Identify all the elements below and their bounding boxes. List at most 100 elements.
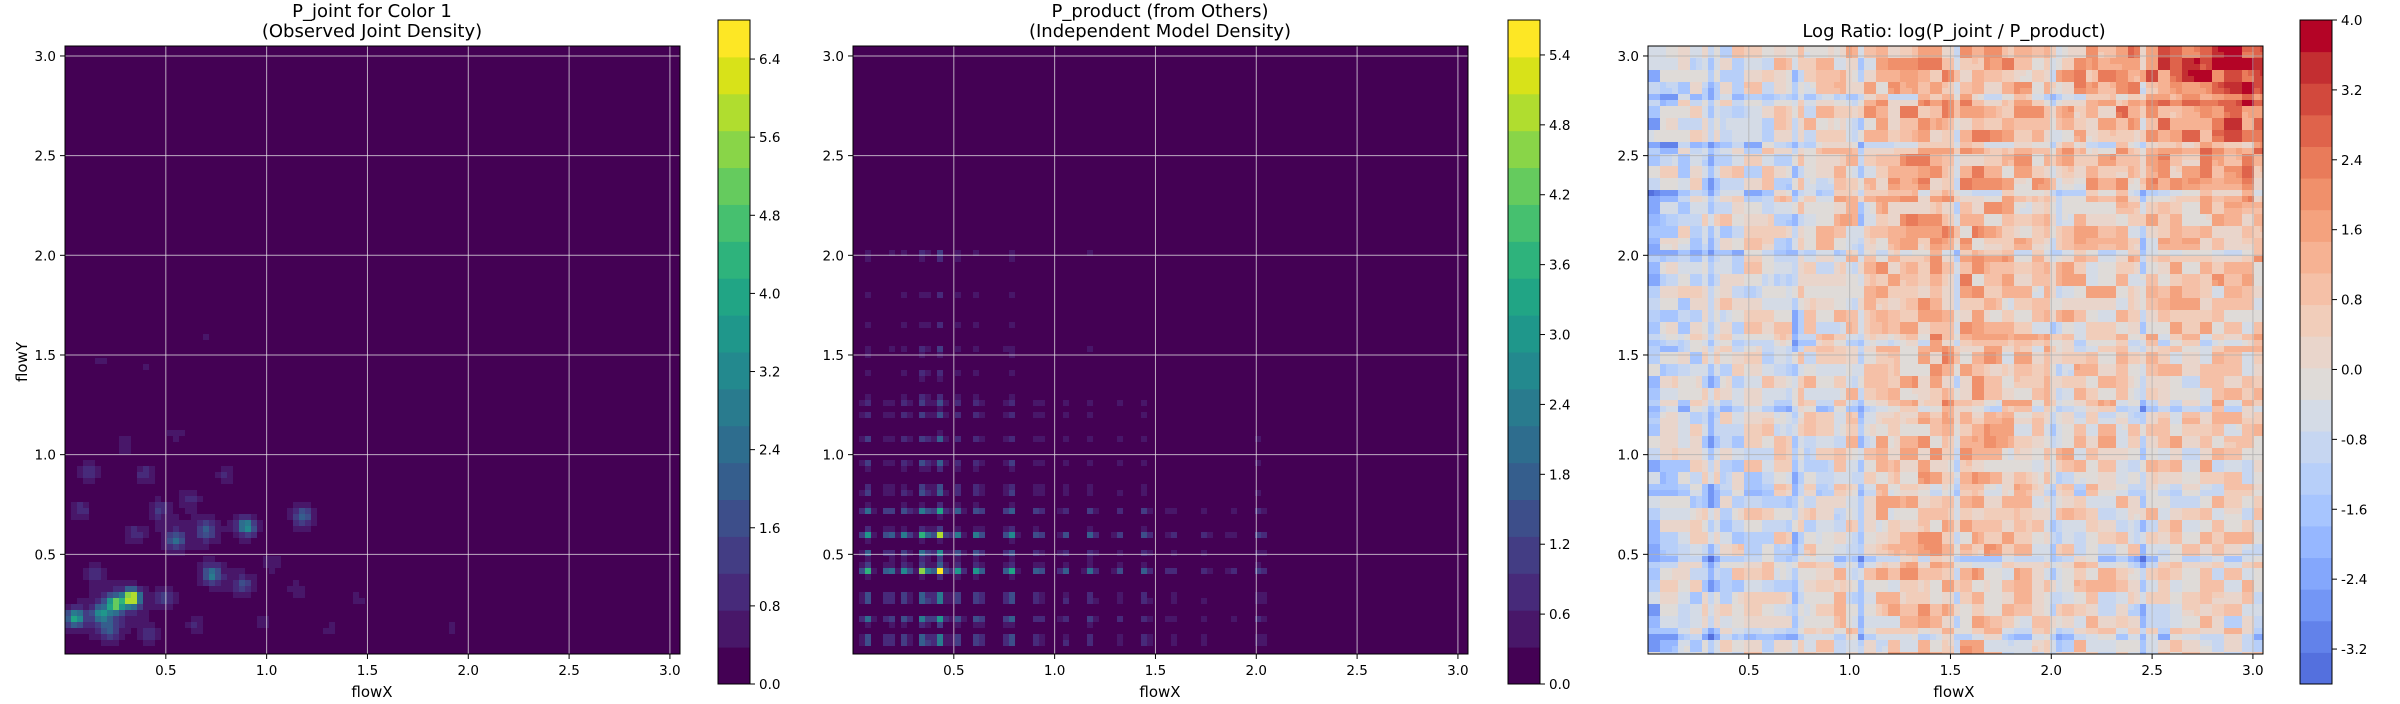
colorbar-level xyxy=(2300,463,2332,495)
colorbar: 0.00.81.62.43.24.04.85.66.4 xyxy=(718,20,780,693)
colorbar-tick-label: 2.4 xyxy=(2341,153,2362,169)
colorbar-level xyxy=(718,500,750,537)
y-tick-label: 2.5 xyxy=(823,149,844,165)
colorbar-tick-label: 3.0 xyxy=(1549,328,1570,344)
colorbar-tick-label: 0.6 xyxy=(1549,607,1570,623)
y-tick-label: 1.5 xyxy=(823,348,844,364)
colorbar-level xyxy=(1508,536,1540,573)
colorbar-tick-label: 2.4 xyxy=(1549,397,1570,413)
colorbar-level xyxy=(2300,241,2332,273)
x-tick-label: 1.5 xyxy=(1940,663,1961,679)
colorbar-level xyxy=(1508,57,1540,94)
colorbar-tick-label: -0.8 xyxy=(2341,432,2367,448)
x-tick-label: 0.5 xyxy=(943,663,964,679)
colorbar-tick-label: 0.8 xyxy=(2341,293,2362,309)
colorbar: -3.2-2.4-1.6-0.80.00.81.62.43.24.0 xyxy=(2300,13,2367,685)
colorbar-level xyxy=(1508,389,1540,426)
colorbar-level xyxy=(2300,336,2332,368)
colorbar-tick-label: 6.4 xyxy=(759,52,780,68)
colorbar-level xyxy=(2300,146,2332,178)
colorbar-level xyxy=(718,610,750,647)
colorbar-level xyxy=(2300,558,2332,590)
colorbar-level xyxy=(1508,610,1540,647)
x-tick-label: 1.0 xyxy=(1044,663,1065,679)
colorbar-level xyxy=(718,131,750,168)
y-tick-label: 1.0 xyxy=(823,448,844,464)
colorbar-level xyxy=(2300,589,2332,621)
x-tick-label: 2.0 xyxy=(458,663,479,679)
colorbar-level xyxy=(1508,647,1540,684)
colorbar-level xyxy=(2300,399,2332,431)
chart-subtitle: (Independent Model Density) xyxy=(1029,21,1291,42)
x-tick-label: 2.5 xyxy=(2141,663,2162,679)
chart-subtitle: (Observed Joint Density) xyxy=(262,21,482,42)
panel-joint-density: P_joint for Color 1 (Observed Joint Dens… xyxy=(13,1,780,700)
colorbar-level xyxy=(2300,273,2332,305)
colorbar-tick-label: 0.0 xyxy=(759,677,780,693)
colorbar-level xyxy=(718,57,750,94)
colorbar-level xyxy=(2300,52,2332,84)
colorbar-level xyxy=(718,463,750,500)
colorbar-tick-label: 1.6 xyxy=(759,521,780,537)
colorbar-tick-label: 4.0 xyxy=(759,286,780,302)
colorbar-level xyxy=(718,241,750,278)
colorbar-level xyxy=(1508,315,1540,352)
colorbar-level xyxy=(2300,178,2332,210)
colorbar-tick-label: 4.0 xyxy=(2341,13,2362,29)
y-tick-label: 3.0 xyxy=(1618,49,1639,65)
colorbar-tick-label: 3.2 xyxy=(759,365,780,381)
y-tick-label: 2.0 xyxy=(823,248,844,264)
colorbar-tick-label: 1.8 xyxy=(1549,467,1570,483)
density-field xyxy=(1648,46,2267,659)
colorbar-level xyxy=(1508,204,1540,241)
colorbar-level xyxy=(718,426,750,463)
density-field xyxy=(65,46,684,659)
colorbar-level xyxy=(718,278,750,315)
y-tick-label: 3.0 xyxy=(35,49,56,65)
y-tick-label: 2.5 xyxy=(35,149,56,165)
colorbar-tick-label: 3.6 xyxy=(1549,258,1570,274)
x-tick-label: 1.0 xyxy=(1839,663,1860,679)
colorbar-tick-label: 4.8 xyxy=(1549,118,1570,134)
colorbar-level xyxy=(718,94,750,131)
x-axis-label: flowX xyxy=(1139,683,1180,700)
colorbar-tick-label: -1.6 xyxy=(2341,502,2367,518)
y-axis-label: flowY xyxy=(13,341,31,382)
x-tick-label: 1.0 xyxy=(256,663,277,679)
panel-product-density: P_product (from Others) (Independent Mod… xyxy=(823,1,1571,700)
colorbar-tick-label: 4.2 xyxy=(1549,188,1570,204)
x-tick-label: 3.0 xyxy=(1447,663,1468,679)
x-tick-label: 2.5 xyxy=(558,663,579,679)
colorbar: 0.00.61.21.82.43.03.64.24.85.4 xyxy=(1508,20,1570,693)
colorbar-level xyxy=(718,20,750,57)
colorbar-level xyxy=(718,389,750,426)
colorbar-tick-label: 0.0 xyxy=(2341,362,2362,378)
colorbar-level xyxy=(718,352,750,389)
y-tick-label: 1.0 xyxy=(35,448,56,464)
colorbar-level xyxy=(1508,500,1540,537)
colorbar-level xyxy=(718,315,750,352)
colorbar-level xyxy=(2300,368,2332,400)
colorbar-level xyxy=(2300,526,2332,558)
colorbar-level xyxy=(718,647,750,684)
colorbar-level xyxy=(2300,431,2332,463)
colorbar-level xyxy=(718,536,750,573)
density-field xyxy=(853,46,1472,659)
y-tick-label: 0.5 xyxy=(1618,547,1639,563)
y-tick-label: 2.5 xyxy=(1618,149,1639,165)
y-tick-label: 2.0 xyxy=(35,248,56,264)
y-tick-label: 0.5 xyxy=(823,547,844,563)
x-tick-label: 2.0 xyxy=(1246,663,1267,679)
colorbar-level xyxy=(1508,131,1540,168)
colorbar-level xyxy=(2300,305,2332,337)
colorbar-level xyxy=(1508,426,1540,463)
y-tick-label: 3.0 xyxy=(823,49,844,65)
colorbar-tick-label: 2.4 xyxy=(759,443,780,459)
colorbar-level xyxy=(1508,168,1540,205)
colorbar-level xyxy=(2300,83,2332,115)
colorbar-level xyxy=(1508,278,1540,315)
